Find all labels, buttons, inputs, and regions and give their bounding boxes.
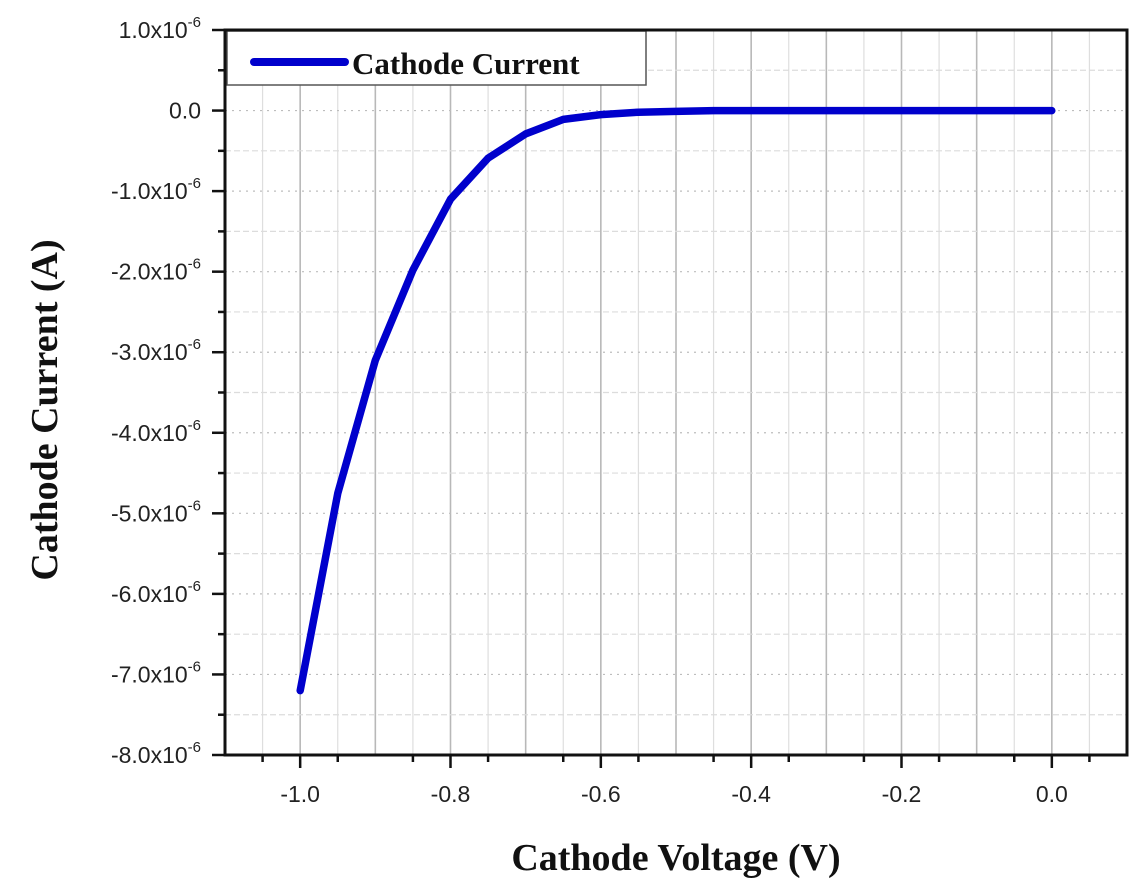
x-tick-label: -0.6 — [581, 781, 621, 807]
x-tick-label: 0.0 — [1036, 781, 1068, 807]
y-tick-label: -6.0x10-6 — [111, 578, 201, 607]
legend-label: Cathode Current — [352, 46, 580, 81]
y-tick-label: -5.0x10-6 — [111, 497, 201, 526]
x-axis-ticks: -1.0 -0.8 -0.6 -0.4 -0.2 0.0 — [261, 755, 1091, 807]
x-tick-label: -0.8 — [431, 781, 471, 807]
y-axis-ticks: 1.0x10-6 0.0 -1.0x10-6 -2.0x10-6 -3.0x10-6 -4… — [111, 14, 225, 768]
y-axis-title: Cathode Current (A) — [24, 239, 66, 580]
y-tick-label: -1.0x10-6 — [111, 175, 201, 204]
x-axis-title: Cathode Voltage (V) — [511, 837, 840, 879]
y-tick-label: -4.0x10-6 — [111, 417, 201, 446]
series-line-cathode-current — [296, 106, 1056, 695]
y-tick-label: -8.0x10-6 — [111, 739, 201, 768]
data-series — [296, 106, 1056, 695]
y-tick-label: 1.0x10-6 — [119, 14, 201, 43]
y-tick-label: -3.0x10-6 — [111, 336, 201, 365]
legend: Cathode Current — [226, 30, 647, 86]
y-tick-label: 0.0 — [169, 98, 201, 124]
x-tick-label: -1.0 — [280, 781, 320, 807]
y-tick-label: -7.0x10-6 — [111, 658, 201, 687]
x-tick-label: -0.2 — [882, 781, 922, 807]
x-tick-label: -0.4 — [731, 781, 771, 807]
y-tick-label: -2.0x10-6 — [111, 256, 201, 285]
grid-lines — [225, 30, 1127, 755]
